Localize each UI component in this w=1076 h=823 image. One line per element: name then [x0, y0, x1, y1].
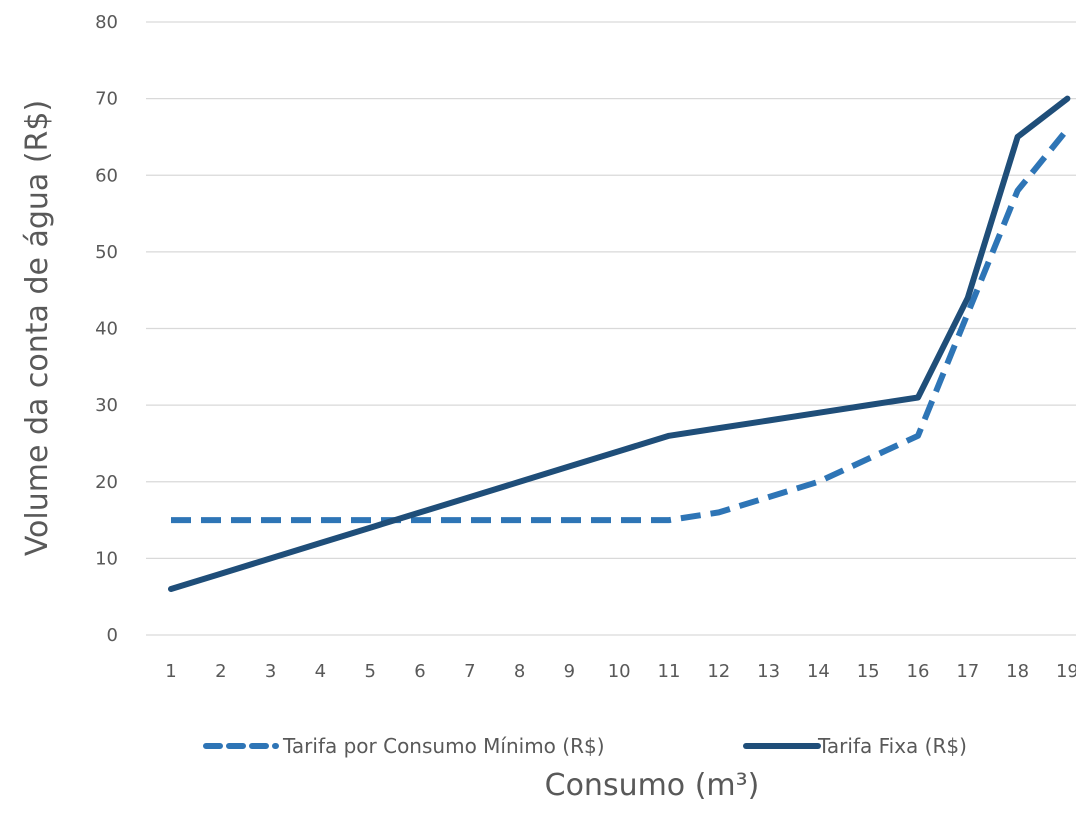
x-axis-title: Consumo (m³) [545, 768, 760, 803]
y-tick-label: 50 [95, 242, 118, 263]
x-axis-ticks: 1 2 3 4 5 6 7 8 9 10 11 12 13 14 15 16 17 18 19 [165, 661, 1076, 682]
y-axis-ticks: 0 10 20 30 40 50 60 70 80 [95, 12, 118, 646]
legend-label-2: Tarifa Fixa (R$) [817, 734, 967, 758]
y-tick-label: 10 [95, 548, 118, 569]
x-tick-label: 16 [907, 661, 930, 682]
x-tick-label: 11 [658, 661, 681, 682]
x-tick-label: 3 [265, 661, 276, 682]
x-tick-label: 18 [1006, 661, 1029, 682]
y-tick-label: 30 [95, 395, 118, 416]
y-tick-label: 80 [95, 12, 118, 33]
x-tick-label: 15 [857, 661, 880, 682]
y-tick-label: 40 [95, 319, 118, 340]
y-tick-label: 70 [95, 89, 118, 110]
x-tick-label: 17 [956, 661, 979, 682]
x-tick-label: 14 [807, 661, 830, 682]
legend-label-1: Tarifa por Consumo Mínimo (R$) [282, 734, 605, 758]
x-tick-label: 10 [608, 661, 631, 682]
x-tick-label: 12 [707, 661, 730, 682]
x-tick-label: 9 [564, 661, 575, 682]
x-tick-label: 5 [364, 661, 375, 682]
y-tick-label: 60 [95, 165, 118, 186]
x-tick-label: 6 [414, 661, 425, 682]
x-tick-label: 13 [757, 661, 780, 682]
series-line-2 [168, 95, 1071, 592]
x-tick-label: 19 [1056, 661, 1076, 682]
y-tick-label: 20 [95, 472, 118, 493]
series-lines [168, 95, 1071, 592]
gridlines [146, 21, 1076, 636]
x-tick-label: 7 [464, 661, 475, 682]
legend: Tarifa por Consumo Mínimo (R$) Tarifa Fix… [203, 734, 967, 758]
y-tick-label: 0 [107, 625, 118, 646]
y-axis-title: Volume da conta de água (R$) [20, 100, 55, 556]
x-tick-label: 1 [165, 661, 176, 682]
x-tick-label: 4 [315, 661, 326, 682]
series-line-1 [171, 127, 1070, 524]
x-tick-label: 2 [215, 661, 226, 682]
x-tick-label: 8 [514, 661, 525, 682]
